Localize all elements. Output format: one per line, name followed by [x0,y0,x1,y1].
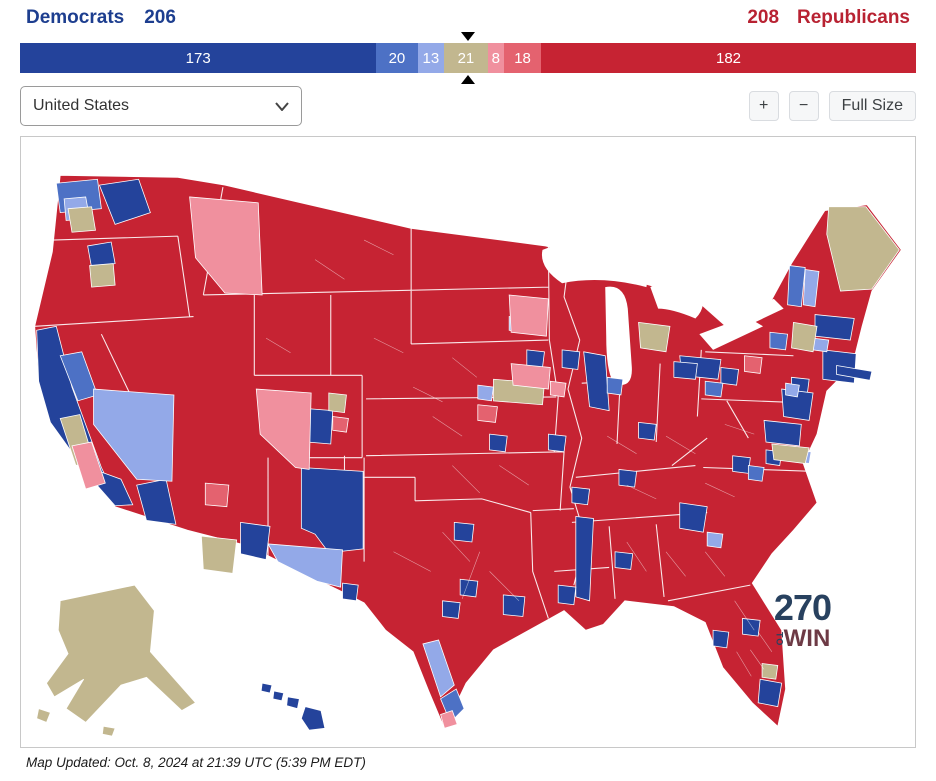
lean-rep-districts[interactable] [71,196,567,729]
270towin-logo: 270 TO WIN [773,587,832,652]
seat-bar-segment[interactable]: 21 [444,43,488,73]
chevron-down-icon [275,101,289,111]
seat-bar-segment[interactable]: 182 [541,43,916,73]
map-container: 270 TO WIN [20,136,916,748]
zoom-out-button[interactable]: − [788,91,819,121]
majority-marker-bottom [461,75,475,84]
segment-seat-count: 20 [388,49,406,67]
hawaii[interactable] [260,682,326,731]
map-controls: United States + − Full Size [20,86,916,126]
us-house-district-map[interactable] [21,137,915,747]
continental-us[interactable] [34,174,902,730]
seat-bar-segment[interactable]: 18 [504,43,542,73]
region-select[interactable]: United States [20,86,302,126]
seat-bar-segment[interactable]: 13 [417,43,445,73]
segment-seat-count: 18 [514,49,531,67]
logo-270-text: 270 [773,587,832,628]
seat-count-header: Democrats 206 208 Republicans [0,0,936,31]
likely-dem-districts[interactable] [55,178,806,724]
logo-win-text: WIN [783,625,831,652]
segment-seat-count: 8 [491,49,500,67]
segment-seat-count: 21 [457,49,475,67]
majority-marker-top [461,32,475,41]
region-select-value: United States [33,97,130,114]
alaska[interactable] [36,584,197,737]
zoom-in-button[interactable]: + [748,91,779,121]
seat-bar-segment[interactable]: 173 [20,43,377,73]
segment-seat-count: 173 [185,49,211,67]
segment-seat-count: 13 [422,49,440,67]
tossup-districts[interactable] [59,206,900,680]
seat-bar: 173 20 13 21 8 18 182 [20,32,916,84]
likely-rep-districts[interactable] [204,355,763,508]
seat-bar-track: 173 20 13 21 8 18 182 [20,43,916,73]
republicans-label: Republicans [797,7,910,28]
democrats-label: Democrats [26,7,125,28]
democrats-seat-count: 206 [144,7,176,28]
full-size-button[interactable]: Full Size [828,91,916,121]
republicans-seat-count: 208 [747,7,780,28]
seat-bar-segment[interactable]: 20 [376,43,418,73]
seat-bar-segment[interactable]: 8 [487,43,504,73]
segment-seat-count: 182 [715,49,742,67]
map-updated-note: Map Updated: Oct. 8, 2024 at 21:39 UTC (… [26,755,366,770]
logo-to-text: TO [774,631,785,647]
